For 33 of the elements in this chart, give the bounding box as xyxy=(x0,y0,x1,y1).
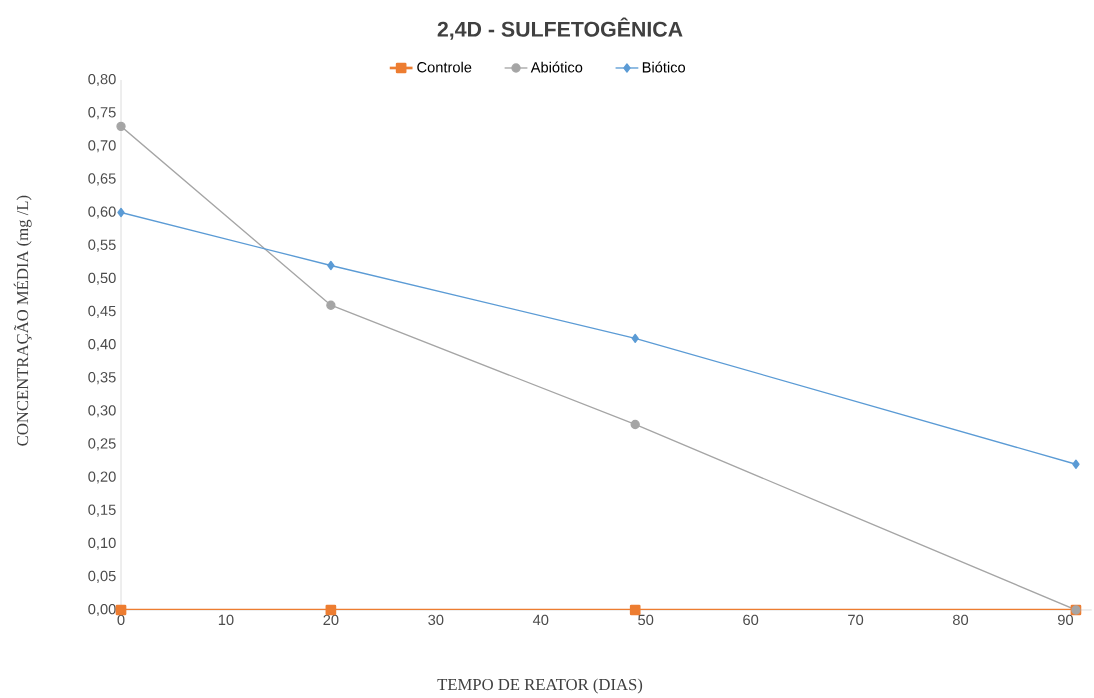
x-tick-label: 50 xyxy=(638,614,654,626)
y-tick-label: 0,30 xyxy=(88,405,116,418)
chart-title: 2,4D - SULFETOGÊNICA xyxy=(437,17,683,40)
y-tick-label: 0,45 xyxy=(88,305,116,318)
x-tick-label: 0 xyxy=(117,614,125,626)
legend-label: Abiótico xyxy=(530,61,583,73)
x-axis-title: TEMPO DE REATOR (DIAS) xyxy=(437,678,643,694)
y-tick-label: 0,80 xyxy=(88,73,116,87)
y-tick-label: 0,25 xyxy=(88,438,116,451)
x-tick-label: 90 xyxy=(1057,614,1074,626)
x-tick-label: 80 xyxy=(952,614,969,626)
y-tick-label: 0,05 xyxy=(88,570,116,583)
y-tick-label: 0,70 xyxy=(88,140,116,153)
legend-label: Controle xyxy=(417,61,472,73)
y-tick-label: 0,10 xyxy=(88,537,116,550)
y-axis-title: CONCENTRAÇÃO MÉDIA (mg /L) xyxy=(13,195,32,446)
x-tick-label: 60 xyxy=(743,614,759,626)
legend-label: Biótico xyxy=(642,61,686,73)
y-tick-label: 0,00 xyxy=(88,603,116,617)
y-tick-label: 0,50 xyxy=(88,272,116,285)
y-tick-label: 0,35 xyxy=(88,372,116,385)
x-tick-label: 70 xyxy=(848,614,864,626)
x-tick-label: 40 xyxy=(532,614,549,626)
y-tick-label: 0,40 xyxy=(88,338,116,352)
x-tick-label: 20 xyxy=(323,614,339,626)
y-tick-label: 0,75 xyxy=(88,107,116,120)
y-tick-label: 0,15 xyxy=(88,504,116,517)
x-tick-label: 10 xyxy=(218,614,234,626)
y-tick-label: 0,20 xyxy=(88,471,116,484)
x-tick-label: 30 xyxy=(428,614,444,626)
y-tick-label: 0,60 xyxy=(88,206,116,219)
y-tick-label: 0,65 xyxy=(88,173,116,186)
y-tick-label: 0,55 xyxy=(88,239,116,252)
